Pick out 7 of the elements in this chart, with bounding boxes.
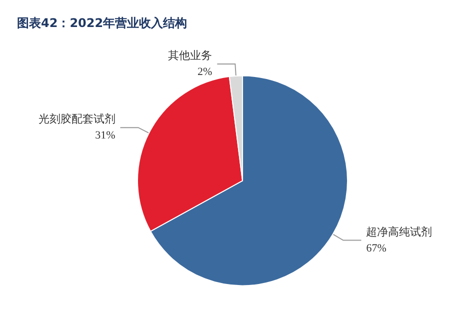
data-label: 31% [95, 130, 116, 142]
slice-label: 超净高纯试剂 [366, 225, 432, 238]
data-label: 2% [198, 66, 212, 78]
chart-title: 图表42：2022年营业收入结构 [17, 16, 188, 30]
slice-label: 光刻胶配套试剂 [38, 112, 116, 126]
data-label: 67% [366, 242, 386, 254]
slice-label: 其他业务 [168, 48, 212, 62]
